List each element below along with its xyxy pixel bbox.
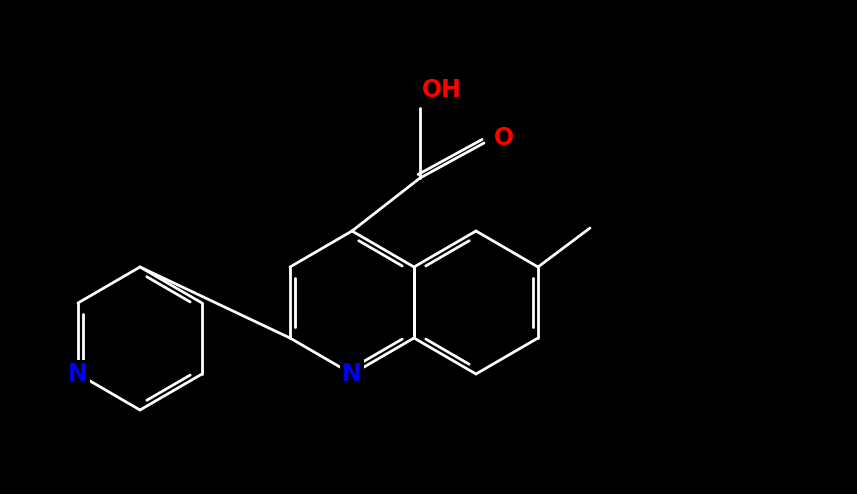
Text: O: O	[494, 126, 514, 150]
Text: OH: OH	[422, 78, 462, 102]
Text: N: N	[342, 362, 362, 386]
Text: N: N	[68, 362, 88, 386]
